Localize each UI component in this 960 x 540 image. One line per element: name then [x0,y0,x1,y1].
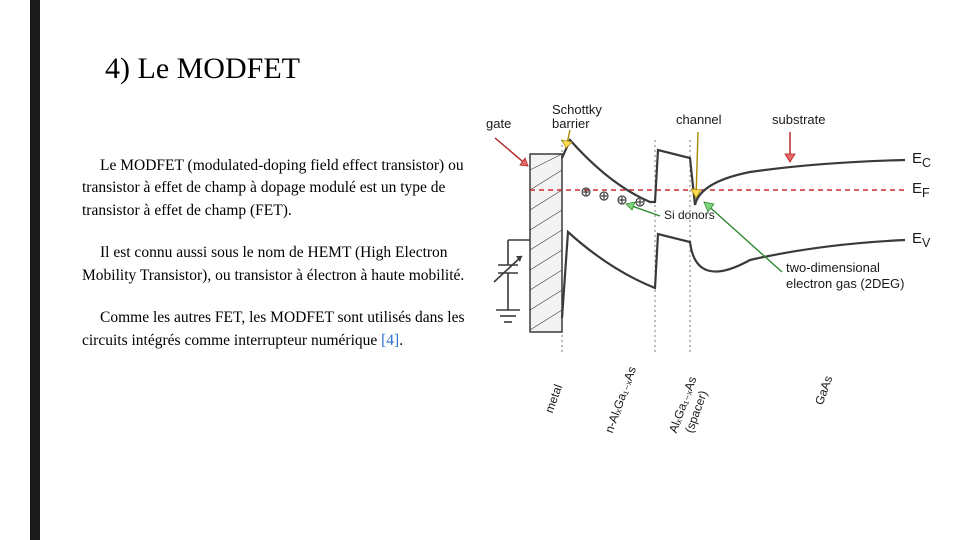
label-schottky-2: barrier [552,116,590,131]
citation-link[interactable]: [4] [381,332,399,349]
label-2deg-1: two-dimensional [786,260,880,275]
paragraph-1: Le MODFET (modulated-doping field effect… [82,155,472,222]
slide: 4) Le MODFET Le MODFET (modulated-doping… [0,0,960,540]
band-diagram: gate Schottky barrier channel substrate … [490,110,950,440]
label-gate: gate [486,116,511,131]
slide-title: 4) Le MODFET [105,52,300,86]
label-ev: EV [912,230,930,250]
label-2deg-2: electron gas (2DEG) [786,276,905,291]
label-ec: EC [912,150,931,170]
label-si-donors: Si donors [664,208,715,222]
label-substrate: substrate [772,112,825,127]
paragraph-3-tail: . [399,332,403,349]
paragraph-2: Il est connu aussi sous le nom de HEMT (… [82,242,472,287]
label-channel: channel [676,112,722,127]
label-ef: EF [912,180,930,200]
accent-bar [30,0,40,540]
paragraph-3-text: Comme les autres FET, les MODFET sont ut… [82,309,465,348]
paragraph-3: Comme les autres FET, les MODFET sont ut… [82,307,472,352]
label-schottky-1: Schottky [552,102,602,117]
body-text: Le MODFET (modulated-doping field effect… [82,155,472,372]
